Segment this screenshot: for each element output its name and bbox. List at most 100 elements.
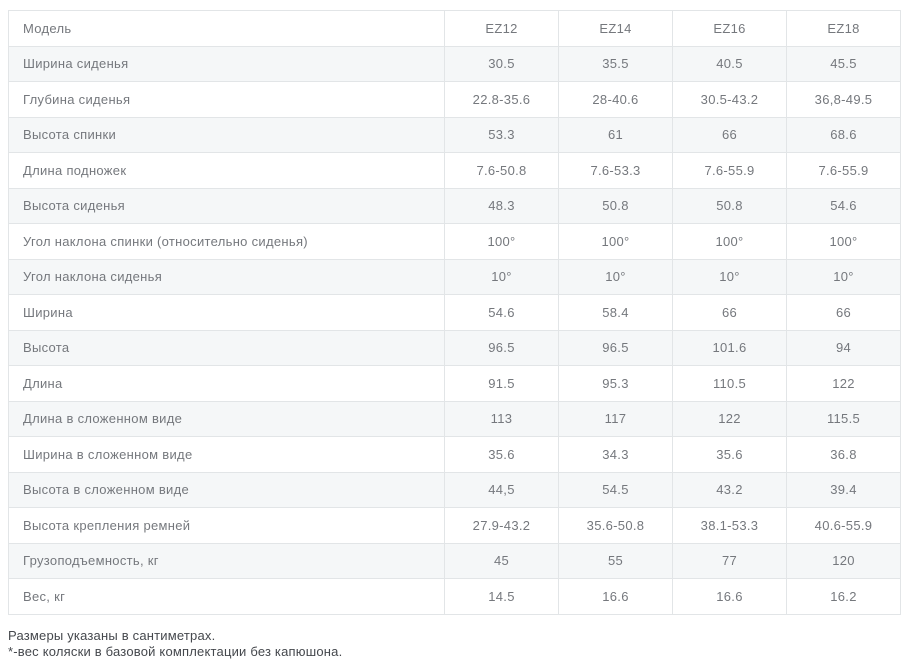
- row-value: 54.6: [444, 294, 559, 331]
- row-value: 7.6-53.3: [558, 152, 673, 189]
- table-row: Длина 91.5 95.3 110.5 122: [8, 365, 901, 402]
- row-value: 38.1-53.3: [672, 507, 787, 544]
- row-label: Высота спинки: [8, 116, 445, 153]
- row-label: Угол наклона спинки (относительно сидень…: [8, 223, 445, 260]
- row-value: 68.6: [786, 116, 901, 153]
- row-value: 66: [672, 294, 787, 331]
- row-value: 110.5: [672, 365, 787, 402]
- header-col-ez16: EZ16: [672, 10, 787, 47]
- footnote-units: Размеры указаны в сантиметрах.: [8, 627, 216, 643]
- row-value: 55: [558, 542, 673, 579]
- row-value: 48.3: [444, 187, 559, 224]
- header-model-label: Модель: [8, 10, 445, 47]
- table-head: Модель EZ12 EZ14 EZ16 EZ18: [8, 10, 901, 47]
- table-row: Высота в сложенном виде 44,5 54.5 43.2 39.4: [8, 471, 901, 508]
- row-value: 30.5-43.2: [672, 81, 787, 118]
- table-row: Грузоподъемность, кг 45 55 77 120: [8, 542, 901, 579]
- row-label: Грузоподъемность, кг: [8, 542, 445, 579]
- row-value: 36,8-49.5: [786, 81, 901, 118]
- row-value: 28-40.6: [558, 81, 673, 118]
- table-row: Глубина сиденья 22.8-35.6 28-40.6 30.5-43.2…: [8, 81, 901, 118]
- row-value: 14.5: [444, 578, 559, 615]
- row-value: 101.6: [672, 329, 787, 366]
- row-value: 16.2: [786, 578, 901, 615]
- row-label: Высота: [8, 329, 445, 366]
- row-value: 58.4: [558, 294, 673, 331]
- row-value: 10°: [672, 258, 787, 295]
- footnote-weight: *-вес коляски в базовой комплектации без…: [8, 643, 343, 659]
- row-value: 96.5: [444, 329, 559, 366]
- row-value: 122: [672, 400, 787, 437]
- row-value: 45: [444, 542, 559, 579]
- row-value: 35.6: [444, 436, 559, 473]
- table-row: Длина в сложенном виде 113 117 122 115.5: [8, 400, 901, 437]
- row-value: 10°: [558, 258, 673, 295]
- table-row: Высота сиденья 48.3 50.8 50.8 54.6: [8, 187, 901, 224]
- row-value: 50.8: [558, 187, 673, 224]
- row-value: 16.6: [558, 578, 673, 615]
- row-value: 54.6: [786, 187, 901, 224]
- row-value: 53.3: [444, 116, 559, 153]
- row-value: 100°: [672, 223, 787, 260]
- row-label: Ширина: [8, 294, 445, 331]
- row-value: 35.6: [672, 436, 787, 473]
- table-body: Ширина сиденья 30.5 35.5 40.5 45.5 Глубина си…: [8, 45, 901, 615]
- table-row: Длина подножек 7.6-50.8 7.6-53.3 7.6-55.9 7.…: [8, 152, 901, 189]
- specs-table: Модель EZ12 EZ14 EZ16 EZ18 Ширина сиденья 30…: [8, 10, 901, 615]
- table-row: Вес, кг 14.5 16.6 16.6 16.2: [8, 578, 901, 615]
- row-value: 115.5: [786, 400, 901, 437]
- row-value: 100°: [558, 223, 673, 260]
- header-col-ez14: EZ14: [558, 10, 673, 47]
- row-value: 44,5: [444, 471, 559, 508]
- row-value: 40.5: [672, 45, 787, 82]
- row-label: Вес, кг: [8, 578, 445, 615]
- header-row: Модель EZ12 EZ14 EZ16 EZ18: [8, 10, 901, 47]
- row-value: 100°: [786, 223, 901, 260]
- row-label: Ширина сиденья: [8, 45, 445, 82]
- row-label: Длина подножек: [8, 152, 445, 189]
- row-value: 7.6-50.8: [444, 152, 559, 189]
- row-value: 10°: [444, 258, 559, 295]
- table-row: Высота 96.5 96.5 101.6 94: [8, 329, 901, 366]
- header-col-ez18: EZ18: [786, 10, 901, 47]
- row-label: Высота сиденья: [8, 187, 445, 224]
- row-value: 40.6-55.9: [786, 507, 901, 544]
- row-value: 54.5: [558, 471, 673, 508]
- row-value: 61: [558, 116, 673, 153]
- row-value: 34.3: [558, 436, 673, 473]
- row-value: 43.2: [672, 471, 787, 508]
- row-value: 94: [786, 329, 901, 366]
- row-value: 117: [558, 400, 673, 437]
- row-value: 120: [786, 542, 901, 579]
- row-value: 30.5: [444, 45, 559, 82]
- table-row: Высота крепления ремней 27.9-43.2 35.6-50.…: [8, 507, 901, 544]
- header-col-ez12: EZ12: [444, 10, 559, 47]
- row-value: 45.5: [786, 45, 901, 82]
- row-label: Длина в сложенном виде: [8, 400, 445, 437]
- row-value: 27.9-43.2: [444, 507, 559, 544]
- row-value: 113: [444, 400, 559, 437]
- row-value: 50.8: [672, 187, 787, 224]
- row-value: 66: [786, 294, 901, 331]
- row-value: 7.6-55.9: [786, 152, 901, 189]
- row-label: Ширина в сложенном виде: [8, 436, 445, 473]
- row-value: 16.6: [672, 578, 787, 615]
- row-label: Глубина сиденья: [8, 81, 445, 118]
- table-row: Ширина в сложенном виде 35.6 34.3 35.6 36.8: [8, 436, 901, 473]
- row-value: 35.5: [558, 45, 673, 82]
- table-row: Угол наклона спинки (относительно сидень…: [8, 223, 901, 260]
- row-value: 39.4: [786, 471, 901, 508]
- row-label: Длина: [8, 365, 445, 402]
- table-row: Угол наклона сиденья 10° 10° 10° 10°: [8, 258, 901, 295]
- row-value: 7.6-55.9: [672, 152, 787, 189]
- row-value: 95.3: [558, 365, 673, 402]
- table-row: Ширина 54.6 58.4 66 66: [8, 294, 901, 331]
- row-value: 122: [786, 365, 901, 402]
- row-value: 10°: [786, 258, 901, 295]
- row-value: 100°: [444, 223, 559, 260]
- row-label: Высота крепления ремней: [8, 507, 445, 544]
- table-row: Высота спинки 53.3 61 66 68.6: [8, 116, 901, 153]
- row-value: 66: [672, 116, 787, 153]
- row-value: 35.6-50.8: [558, 507, 673, 544]
